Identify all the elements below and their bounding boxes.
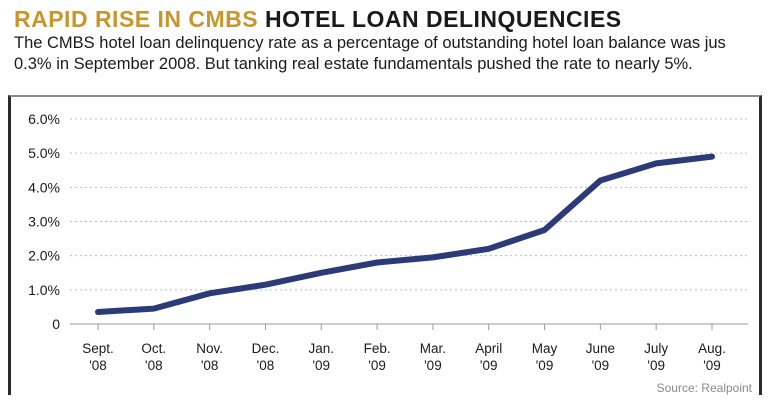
- x-tick-label-month: Dec.: [252, 341, 280, 356]
- chart-frame: [8, 95, 762, 395]
- x-tick-label-year: '08: [145, 358, 163, 373]
- y-tick-label: 6.0%: [28, 111, 60, 127]
- x-tick-label-month: Sept.: [82, 341, 114, 356]
- x-tick-label-month: Jan.: [309, 341, 335, 356]
- subtitle-line-1: The CMBS hotel loan delinquency rate as …: [14, 34, 726, 52]
- x-tick-label-year: '08: [89, 358, 107, 373]
- x-tick-label-month: April: [475, 341, 502, 356]
- x-tick-label-month: Mar.: [420, 341, 446, 356]
- chart-subtitle: The CMBS hotel loan delinquency rate as …: [14, 33, 764, 75]
- x-tick-label-year: '09: [424, 358, 442, 373]
- x-tick-label-year: '09: [592, 358, 610, 373]
- x-tick-label-month: Oct.: [141, 341, 166, 356]
- y-tick-label: 5.0%: [28, 145, 60, 161]
- x-tick-label-year: '08: [201, 358, 219, 373]
- x-tick-label-year: '09: [536, 358, 554, 373]
- title-main: HOTEL LOAN DELINQUENCIES: [265, 6, 622, 32]
- x-tick-label-month: June: [586, 341, 615, 356]
- x-tick-label-month: Aug.: [698, 341, 726, 356]
- y-tick-label: 3.0%: [28, 214, 60, 230]
- x-tick-label-year: '09: [703, 358, 721, 373]
- source-note: Source: Realpoint: [656, 381, 752, 395]
- y-tick-label: 0: [52, 316, 60, 332]
- chart-title: RAPID RISE IN CMBS HOTEL LOAN DELINQUENC…: [14, 6, 622, 33]
- y-tick-label: 4.0%: [28, 179, 60, 195]
- y-tick-label: 1.0%: [28, 282, 60, 298]
- x-tick-label-year: '09: [647, 358, 665, 373]
- series-line: [95, 153, 715, 315]
- x-tick-label-month: Nov.: [196, 341, 223, 356]
- x-tick-label-year: '08: [257, 358, 275, 373]
- title-accent: RAPID RISE IN CMBS: [14, 6, 259, 32]
- x-tick-label-year: '09: [368, 358, 386, 373]
- x-tick-label-year: '09: [312, 358, 330, 373]
- subtitle-line-2: 0.3% in September 2008. But tanking real…: [14, 55, 693, 73]
- y-tick-label: 2.0%: [28, 248, 60, 264]
- x-tick-label-month: May: [532, 341, 558, 356]
- x-tick-label-month: Feb.: [364, 341, 391, 356]
- x-tick-label-year: '09: [480, 358, 498, 373]
- x-tick-label-month: July: [644, 341, 668, 356]
